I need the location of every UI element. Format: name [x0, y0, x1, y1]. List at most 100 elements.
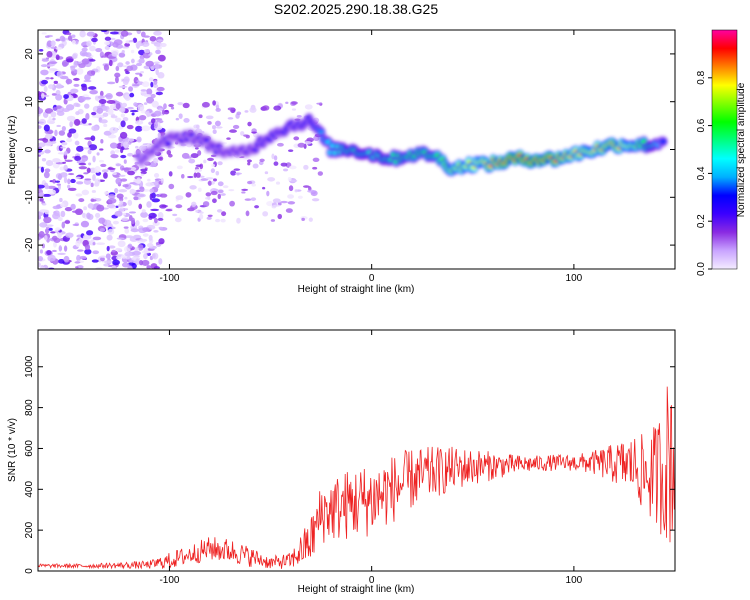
spectrogram-speckle-cell [118, 189, 128, 193]
spectrogram-speckle-cell [131, 84, 140, 87]
spectrogram-speckle-cell [66, 58, 74, 63]
spectrogram-speckle-cell [124, 94, 131, 101]
spectrogram-speckle-cell [157, 71, 165, 79]
spectrogram-speckle-cell [38, 125, 42, 129]
spectrogram-x-tick-label: 100 [566, 273, 583, 284]
spectrogram-speckle-cell [140, 173, 145, 176]
spectrogram-speckle-cell [122, 184, 129, 188]
spectrogram-speckle-cell [103, 172, 108, 179]
spectrogram-speckle-cell [59, 35, 65, 42]
spectrogram-speckle-cell [172, 213, 178, 217]
spectrogram-speckle-cell [82, 212, 86, 219]
spectrogram-speckle-cell [85, 113, 90, 120]
spectrogram-speckle-cell [135, 41, 141, 49]
spectrogram-speckle-cell [115, 65, 120, 72]
spectrogram-speckle-cell [293, 136, 300, 141]
spectrogram-speckle-cell [127, 265, 133, 269]
spectrogram-speckle-cell [297, 142, 306, 148]
spectrogram-speckle-cell [247, 121, 252, 127]
snr-y-label: SNR (10 * v/v) [7, 418, 18, 482]
spectrogram-speckle-cell [194, 169, 202, 173]
spectrogram-speckle-cell [247, 161, 251, 166]
spectrogram-speckle-cell [74, 140, 80, 146]
spectrogram-speckle-cell [43, 124, 50, 132]
spectrogram-speckle-cell [51, 235, 58, 241]
spectrogram-speckle-cell [99, 228, 106, 232]
spectrogram-speckle-cell [296, 114, 302, 118]
spectrogram-speckle-cell [96, 204, 105, 212]
spectrogram-speckle-cell [41, 158, 47, 162]
spectrogram-speckle-cell [115, 177, 122, 185]
spectrogram-speckle-cell [217, 161, 223, 166]
spectrogram-speckle-cell [287, 177, 292, 182]
spectrogram-speckle-cell [77, 249, 84, 252]
spectrogram-speckle-cell [138, 114, 147, 121]
spectrogram-speckle-cell [88, 144, 98, 151]
spectrogram-speckle-cell [120, 120, 126, 128]
spectrogram-speckle-cell [104, 36, 112, 41]
spectrogram-speckle-cell [213, 178, 217, 182]
spectrogram-speckle-cell [145, 60, 154, 67]
spectrogram-speckle-cell [40, 64, 48, 68]
spectrogram-speckle-cell [86, 212, 91, 220]
spectrogram-speckle-cell [83, 206, 88, 211]
spectrogram-speckle-cell [47, 254, 56, 262]
spectrogram-speckle-cell [112, 172, 117, 176]
spectrogram-speckle-cell [112, 41, 119, 48]
spectrogram-speckle-cell [55, 38, 61, 42]
spectrogram-speckle-cell [135, 220, 140, 227]
spectrogram-speckle-cell [38, 255, 44, 262]
spectrogram-speckle-cell [64, 159, 73, 162]
spectrogram-speckle-cell [114, 210, 123, 217]
spectrogram-y-label: Frequency (Hz) [7, 116, 18, 185]
spectrogram-speckle-cell [139, 186, 145, 193]
spectrogram-speckle-cell [247, 180, 253, 185]
spectrogram-speckle-cell [153, 61, 160, 65]
spectrogram-speckle-cell [143, 253, 148, 260]
snr-x-tick-label: 100 [566, 575, 583, 586]
spectrogram-speckle-cell [38, 91, 42, 98]
spectrogram-speckle-cell [119, 196, 124, 202]
spectrogram-speckle-cell [122, 78, 129, 86]
spectrogram-speckle-cell [107, 134, 117, 139]
spectrogram-speckle-cell [121, 146, 125, 151]
spectrogram-speckle-cell [251, 131, 257, 134]
spectrogram-speckle-cell [87, 203, 94, 209]
spectrogram-speckle-cell [133, 196, 139, 201]
spectrogram-speckle-cell [141, 209, 146, 213]
spectrogram-speckle-cell [266, 200, 274, 207]
spectrogram-speckle-cell [136, 136, 142, 143]
spectrogram-speckle-cell [92, 241, 96, 246]
colorbar-tick-label: 0.4 [696, 166, 707, 180]
spectrogram-speckle-cell [119, 131, 128, 139]
spectrogram-speckle-cell [78, 61, 82, 65]
spectrogram-speckle-cell [73, 60, 78, 68]
spectrogram-speckle-cell [312, 157, 320, 162]
spectrogram-speckle-cell [41, 202, 47, 206]
spectrogram-speckle-cell [56, 183, 61, 186]
spectrogram-speckle-cell [301, 217, 305, 222]
spectrogram-speckle-cell [156, 86, 165, 92]
spectrogram-speckle-cell [107, 228, 115, 235]
spectrogram-speckle-cell [232, 124, 240, 129]
spectrogram-speckle-cell [147, 178, 151, 182]
spectrogram-speckle-cell [129, 188, 136, 195]
spectrogram-speckle-cell [112, 220, 119, 225]
spectrogram-speckle-cell [222, 185, 229, 189]
spectrogram-speckle-cell [125, 71, 130, 75]
spectrogram-speckle-cell [78, 198, 85, 203]
spectrogram-speckle-cell [71, 39, 76, 45]
snr-y-tick-label: 800 [24, 399, 35, 416]
spectrogram-speckle-cell [215, 218, 221, 223]
colorbar-tick-label: 0.2 [696, 214, 707, 228]
spectrogram-speckle-cell [127, 199, 133, 206]
spectrogram-speckle-cell [168, 103, 174, 108]
spectrogram-speckle-cell [44, 149, 51, 154]
spectrogram-speckle-cell [80, 220, 90, 228]
spectrogram-speckle-cell [153, 79, 158, 85]
colorbar: 0.0 0.2 0.4 0.6 0.8 Normalized spectral ampl… [696, 29, 747, 276]
spectrogram-speckle-cell [136, 62, 143, 67]
spectrogram-speckle-cell [86, 40, 92, 47]
